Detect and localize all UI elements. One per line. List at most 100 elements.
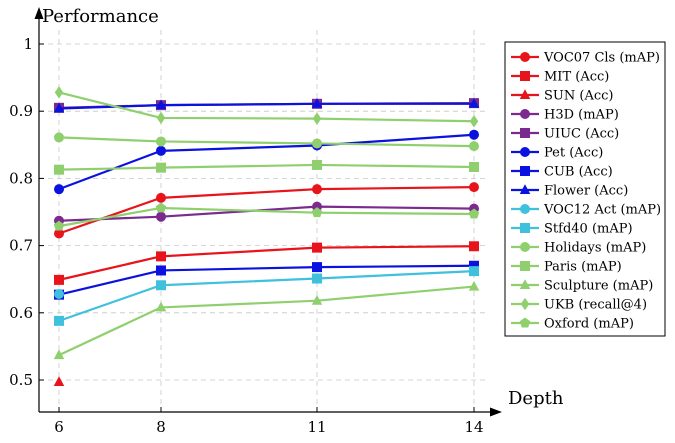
series-group	[53, 98, 480, 113]
series	[53, 86, 480, 387]
legend-item: Sculpture (mAP)	[511, 279, 653, 294]
series-line	[58, 186, 475, 235]
legend-item: Oxford (mAP)	[511, 317, 634, 332]
series-line	[58, 163, 475, 171]
legend-item: Holidays (mAP)	[511, 241, 646, 256]
legend-marker	[520, 297, 530, 311]
legend-label: Oxford (mAP)	[544, 317, 634, 332]
legend-label: Stfd40 (mAP)	[544, 222, 633, 237]
legend-item: Pet (Acc)	[511, 146, 603, 161]
series-line	[58, 264, 475, 296]
grid	[39, 30, 485, 412]
legend-label: Sculpture (mAP)	[544, 279, 653, 294]
series-group	[54, 288, 64, 299]
data-point	[311, 207, 323, 218]
data-point	[312, 262, 322, 273]
series-group	[54, 182, 479, 239]
legend-label: MIT (Acc)	[544, 70, 609, 85]
x-tick-label: 14	[464, 418, 483, 436]
legend-label: VOC12 Act (mAP)	[543, 203, 661, 218]
x-axis-arrow	[490, 407, 502, 417]
legend-item: H3D (mAP)	[511, 108, 619, 123]
data-point	[54, 132, 64, 143]
legend-item: MIT (Acc)	[511, 70, 609, 85]
data-point	[311, 98, 323, 108]
data-point	[54, 288, 64, 299]
y-tick-label: 0.7	[9, 237, 33, 255]
legend-marker	[520, 147, 530, 157]
data-point	[469, 141, 479, 152]
data-point	[53, 376, 65, 387]
series-group	[53, 280, 480, 360]
y-axis-arrow	[34, 7, 44, 19]
legend-marker	[520, 261, 530, 271]
x-tick-label: 8	[156, 418, 166, 436]
legend-label: H3D (mAP)	[544, 108, 619, 123]
data-point	[312, 112, 322, 125]
series-group	[54, 132, 479, 152]
legend-marker	[519, 184, 531, 194]
data-point	[156, 280, 166, 291]
legend-label: Flower (Acc)	[544, 184, 628, 199]
legend-label: VOC07 Cls (mAP)	[543, 51, 660, 66]
legend-marker	[520, 71, 530, 81]
legend-item: VOC07 Cls (mAP)	[511, 51, 660, 66]
data-point	[156, 136, 166, 147]
data-point	[156, 111, 166, 125]
data-point	[156, 265, 166, 276]
legend-marker	[519, 89, 531, 99]
data-point	[312, 242, 322, 253]
data-point	[312, 273, 322, 284]
series-group	[54, 159, 479, 175]
legend-marker	[519, 317, 531, 328]
legend-marker	[520, 109, 530, 119]
legend: VOC07 Cls (mAP) MIT (Acc) SUN (Acc) H3D (mA…	[504, 41, 666, 337]
data-point	[155, 202, 167, 213]
data-point	[155, 99, 167, 110]
data-point	[54, 86, 64, 99]
data-point	[54, 184, 64, 195]
series-group	[53, 202, 480, 231]
legend-marker	[520, 52, 530, 62]
series-line	[58, 245, 475, 281]
legend-marker	[520, 128, 530, 138]
y-tick-label: 0.6	[9, 304, 33, 322]
series-line	[58, 102, 474, 110]
y-tick-label: 0.5	[9, 371, 33, 389]
data-point	[312, 138, 322, 149]
legend-item: Paris (mAP)	[511, 260, 622, 275]
data-point	[312, 159, 322, 170]
series-group	[54, 241, 479, 285]
data-point	[54, 228, 64, 239]
ticks: 6 8 11 14 0.5 0.6 0.7 0.8 0.9 1	[9, 35, 483, 436]
y-tick-label: 0.8	[9, 169, 33, 187]
legend-marker	[520, 242, 530, 252]
data-point	[156, 145, 166, 156]
data-point	[469, 260, 479, 271]
y-tick-label: 0.9	[9, 102, 33, 120]
legend-item: UIUC (Acc)	[511, 127, 619, 142]
series-line	[58, 136, 475, 148]
data-point	[156, 251, 166, 262]
series-line	[58, 285, 475, 357]
legend-label: Holidays (mAP)	[544, 241, 646, 256]
legend-label: Paris (mAP)	[544, 260, 622, 275]
series-line	[58, 205, 475, 222]
data-point	[469, 161, 479, 172]
y-axis-title: Performance	[42, 6, 159, 27]
legend-item: Stfd40 (mAP)	[511, 222, 633, 237]
legend-label: UIUC (Acc)	[544, 127, 619, 142]
data-point	[469, 115, 479, 128]
x-tick-label: 6	[54, 418, 64, 436]
data-point	[53, 220, 65, 231]
axes: Performance Depth	[34, 6, 564, 417]
legend-label: CUB (Acc)	[544, 165, 613, 180]
data-point	[53, 349, 65, 360]
data-point	[468, 280, 480, 291]
data-point	[54, 315, 64, 326]
series-group	[54, 86, 479, 128]
series-group	[54, 266, 479, 326]
legend-item: SUN (Acc)	[511, 89, 613, 104]
